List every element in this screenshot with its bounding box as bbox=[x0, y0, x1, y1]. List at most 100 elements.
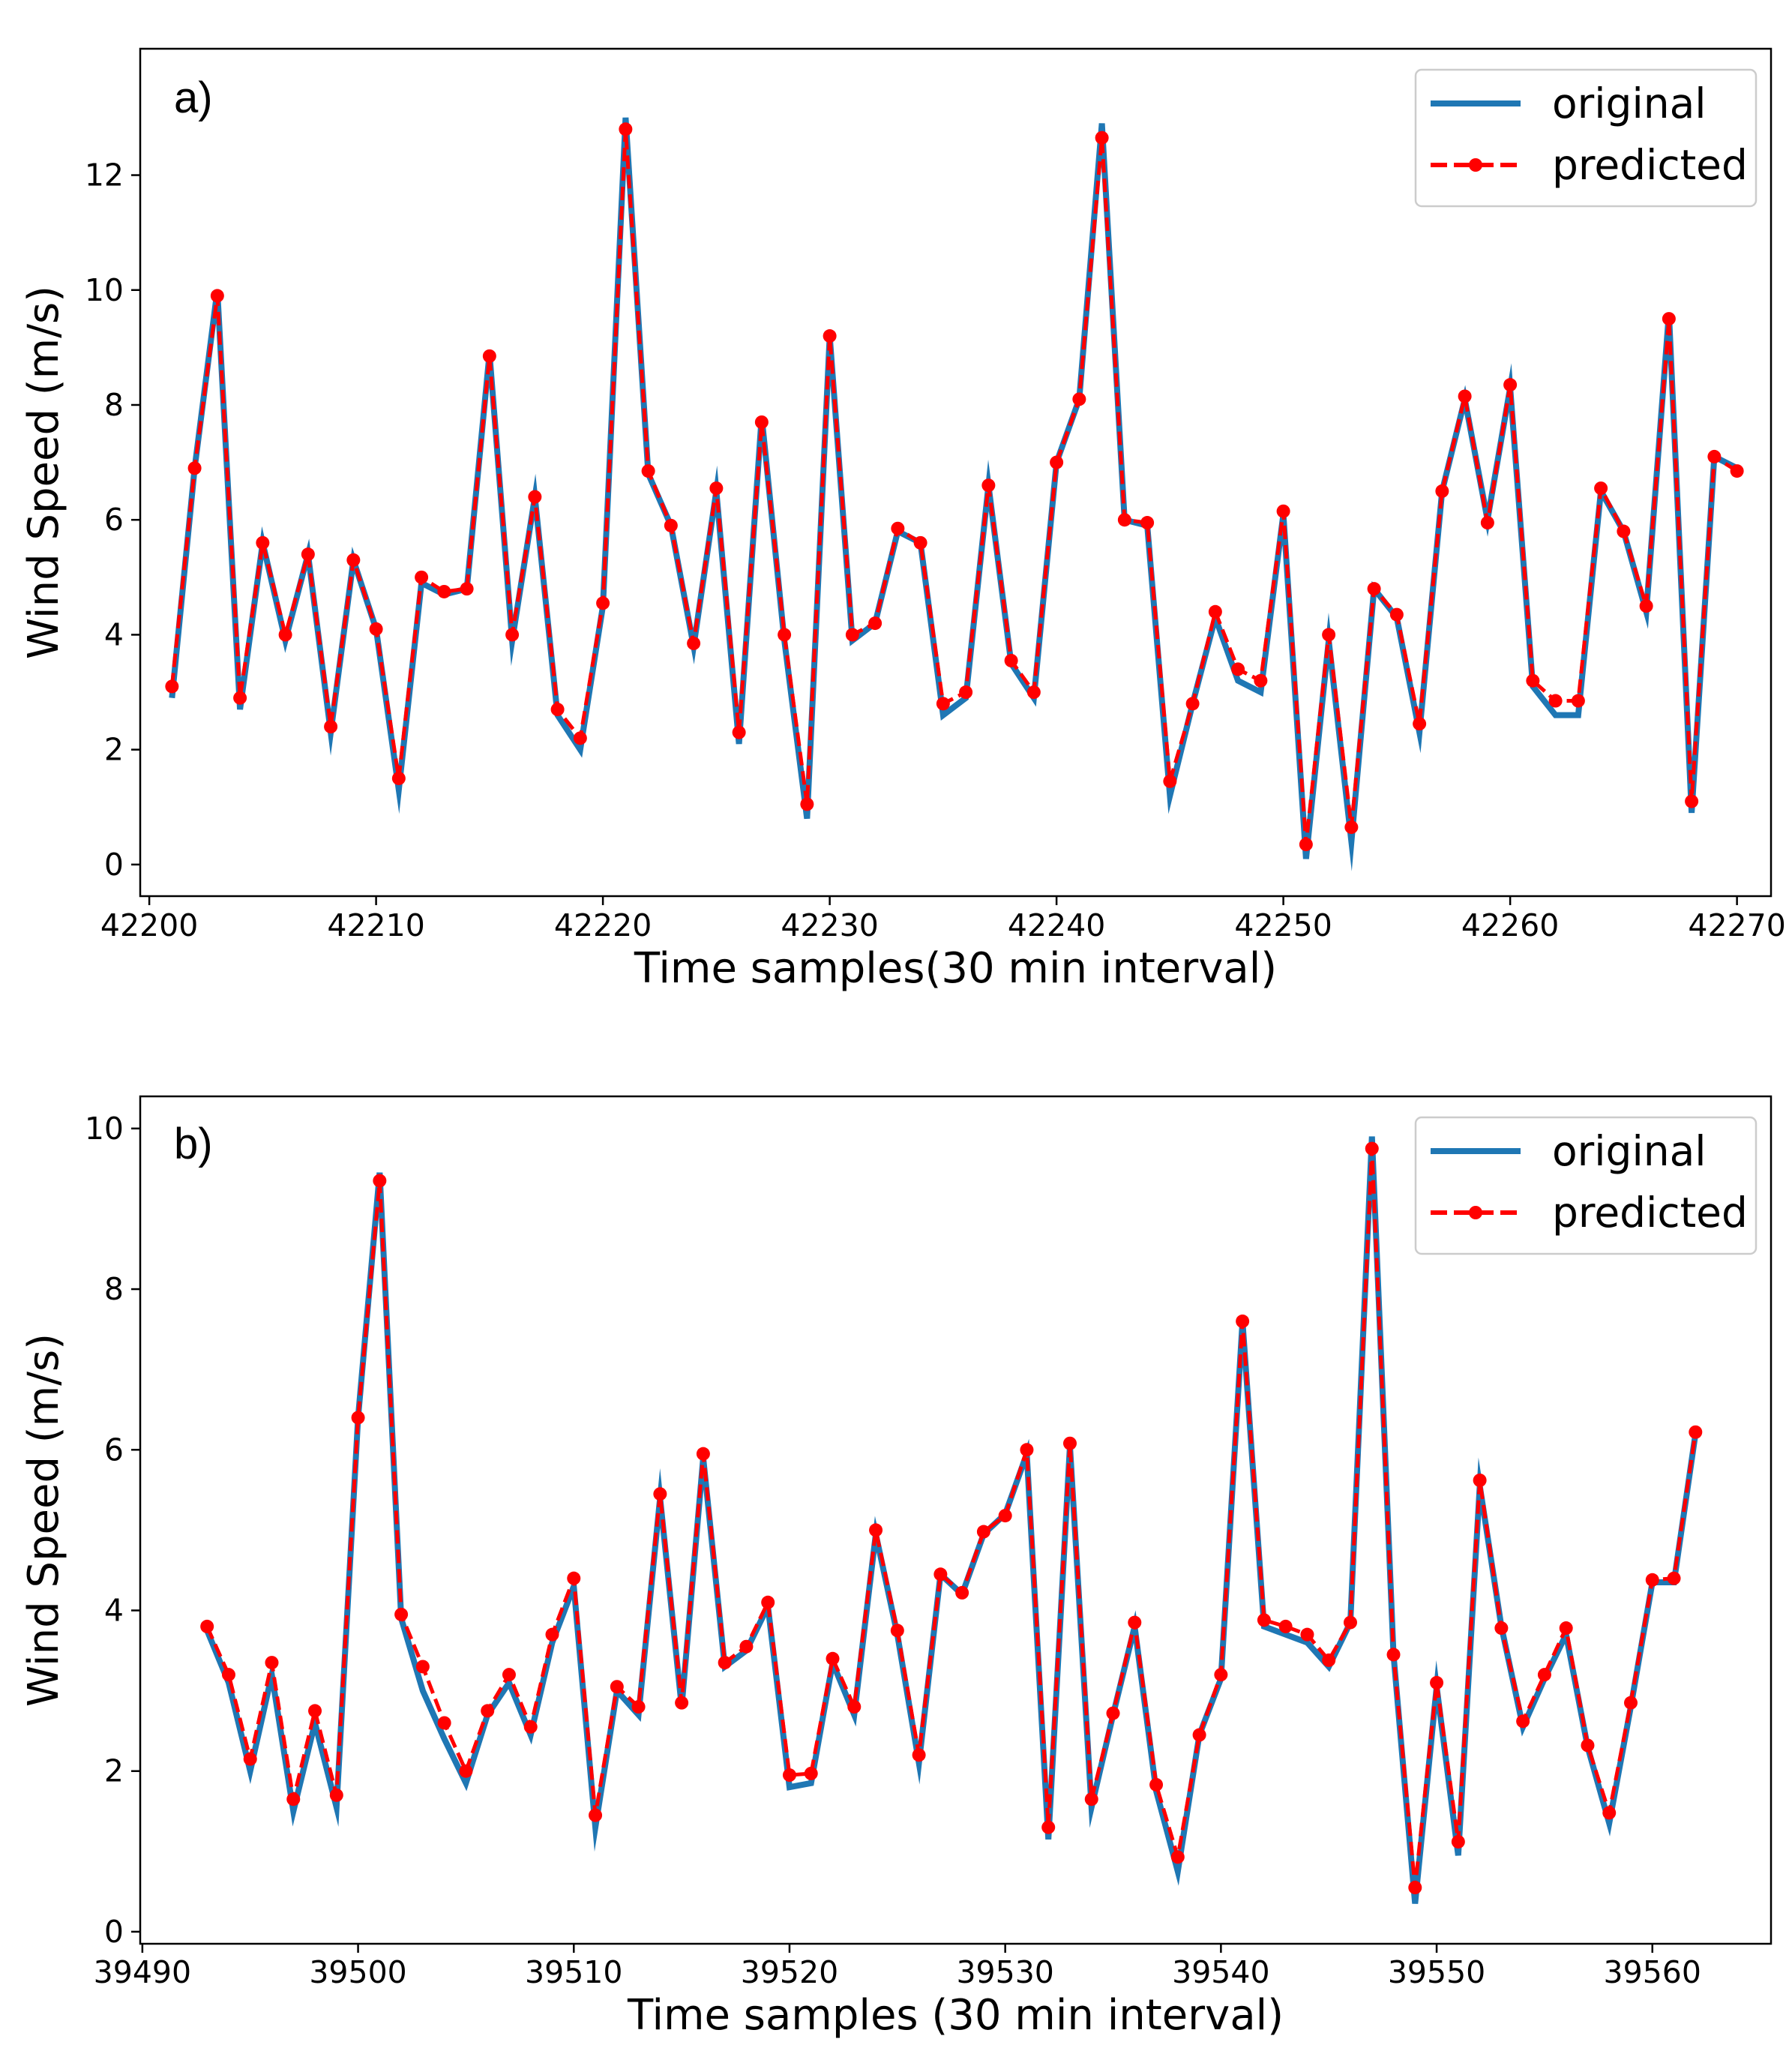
predicted-point-a bbox=[641, 464, 655, 478]
predicted-point-b bbox=[955, 1585, 969, 1600]
predicted-point-b bbox=[1278, 1619, 1293, 1633]
y-tick-label-a: 6 bbox=[104, 502, 124, 538]
predicted-point-a bbox=[1208, 604, 1222, 619]
predicted-point-b bbox=[437, 1716, 451, 1730]
y-tick-label-a: 2 bbox=[104, 732, 124, 768]
y-tick-label-a: 8 bbox=[104, 387, 124, 423]
predicted-point-a bbox=[1730, 464, 1744, 478]
predicted-point-b bbox=[351, 1411, 365, 1425]
y-tick-label-b: 10 bbox=[85, 1111, 124, 1147]
predicted-point-b bbox=[1645, 1573, 1659, 1587]
predicted-point-a bbox=[936, 697, 950, 711]
predicted-point-a bbox=[1050, 455, 1064, 469]
predicted-point-a bbox=[687, 636, 701, 650]
predicted-point-a bbox=[709, 481, 724, 496]
predicted-point-b bbox=[1623, 1696, 1638, 1710]
predicted-point-a bbox=[1140, 516, 1155, 530]
predicted-point-a bbox=[1548, 694, 1563, 708]
predicted-point-a bbox=[1299, 838, 1313, 852]
predicted-point-b bbox=[1300, 1627, 1314, 1642]
predicted-point-b bbox=[1020, 1443, 1034, 1457]
predicted-point-b bbox=[1149, 1777, 1164, 1792]
predicted-point-a bbox=[1480, 516, 1494, 530]
y-tick-label-a: 12 bbox=[85, 157, 124, 193]
predicted-point-b bbox=[1667, 1571, 1681, 1585]
predicted-point-a bbox=[596, 596, 610, 610]
predicted-point-a bbox=[1526, 673, 1540, 688]
predicted-point-b bbox=[1494, 1621, 1509, 1636]
predicted-point-a bbox=[187, 461, 202, 475]
predicted-point-b bbox=[200, 1619, 214, 1633]
predicted-point-a bbox=[550, 703, 565, 717]
predicted-point-b bbox=[739, 1639, 754, 1654]
predicted-point-a bbox=[233, 691, 247, 705]
predicted-point-b bbox=[1192, 1728, 1206, 1742]
predicted-point-a bbox=[437, 584, 451, 598]
chart-panel-a: 42200 42210 42220 42230 42240 42250 42260 42270… bbox=[19, 47, 1786, 993]
x-tick-label-b: 39490 bbox=[94, 1954, 191, 1990]
x-tick-label-b: 39540 bbox=[1172, 1954, 1269, 1990]
predicted-point-a bbox=[165, 679, 179, 694]
predicted-point-a bbox=[891, 521, 905, 535]
y-tick-label-b: 6 bbox=[104, 1432, 124, 1468]
predicted-point-b bbox=[653, 1487, 667, 1501]
predicted-point-b bbox=[1581, 1738, 1595, 1753]
predicted-point-a bbox=[959, 685, 973, 700]
predicted-point-b bbox=[1408, 1881, 1422, 1895]
predicted-point-b bbox=[1386, 1648, 1401, 1662]
x-tick-label-a: 42240 bbox=[1008, 907, 1105, 943]
predicted-point-b bbox=[1516, 1714, 1530, 1729]
predicted-point-b bbox=[1559, 1621, 1573, 1636]
predicted-point-b bbox=[502, 1668, 516, 1682]
legend-predicted-label-a: predicted bbox=[1552, 141, 1748, 189]
predicted-point-a bbox=[1685, 794, 1699, 808]
predicted-point-b bbox=[998, 1509, 1012, 1523]
predicted-point-b bbox=[459, 1764, 473, 1778]
predicted-point-a bbox=[210, 289, 224, 303]
axes-ticks-b: 39490 39500 39510 39520 39530 39540 39550 39560… bbox=[85, 1111, 1701, 1990]
predicted-point-a bbox=[1117, 513, 1131, 527]
plot-frame-b bbox=[139, 1095, 1773, 1945]
predicted-point-a bbox=[1594, 481, 1608, 496]
x-tick-label-b: 39500 bbox=[309, 1954, 406, 1990]
predicted-point-b bbox=[329, 1788, 343, 1802]
predicted-point-a bbox=[1254, 673, 1268, 688]
y-tick-label-b: 4 bbox=[104, 1592, 124, 1628]
predicted-point-b bbox=[847, 1700, 862, 1714]
predicted-point-b bbox=[1430, 1675, 1444, 1690]
predicted-point-b bbox=[1128, 1615, 1142, 1630]
predicted-point-b bbox=[826, 1651, 840, 1666]
series-predicted-line-b bbox=[205, 1147, 1698, 1890]
predicted-point-a bbox=[778, 628, 792, 642]
series-layer-b bbox=[200, 1136, 1703, 1904]
series-layer-a bbox=[165, 117, 1744, 871]
predicted-point-a bbox=[1231, 662, 1245, 676]
predicted-point-b bbox=[373, 1174, 387, 1188]
legend-original-label-a: original bbox=[1552, 79, 1707, 127]
predicted-point-a bbox=[1004, 653, 1018, 667]
predicted-point-b bbox=[1322, 1653, 1336, 1667]
predicted-point-b bbox=[265, 1656, 279, 1670]
x-tick-label-a: 42250 bbox=[1234, 907, 1332, 943]
predicted-point-a bbox=[1026, 685, 1041, 700]
series-predicted-line-a bbox=[169, 127, 1738, 847]
predicted-point-a bbox=[482, 349, 496, 363]
predicted-point-a bbox=[754, 415, 769, 429]
predicted-point-a bbox=[1458, 389, 1472, 403]
predicted-point-b bbox=[1236, 1314, 1250, 1328]
predicted-point-a bbox=[346, 553, 361, 567]
predicted-point-b bbox=[1343, 1615, 1357, 1630]
predicted-point-b bbox=[1689, 1425, 1703, 1439]
predicted-point-a bbox=[981, 478, 996, 493]
y-tick-label-a: 0 bbox=[104, 847, 124, 883]
y-tick-label-b: 8 bbox=[104, 1271, 124, 1307]
x-tick-label-a: 42210 bbox=[327, 907, 424, 943]
predicted-point-b bbox=[804, 1766, 818, 1780]
predicted-point-a bbox=[1571, 694, 1585, 708]
legend-b: original predicted bbox=[1414, 1116, 1758, 1255]
predicted-point-a bbox=[732, 725, 746, 739]
predicted-point-b bbox=[718, 1656, 732, 1670]
predicted-point-a bbox=[823, 329, 837, 343]
predicted-point-b bbox=[221, 1668, 235, 1682]
predicted-point-a bbox=[528, 490, 542, 504]
